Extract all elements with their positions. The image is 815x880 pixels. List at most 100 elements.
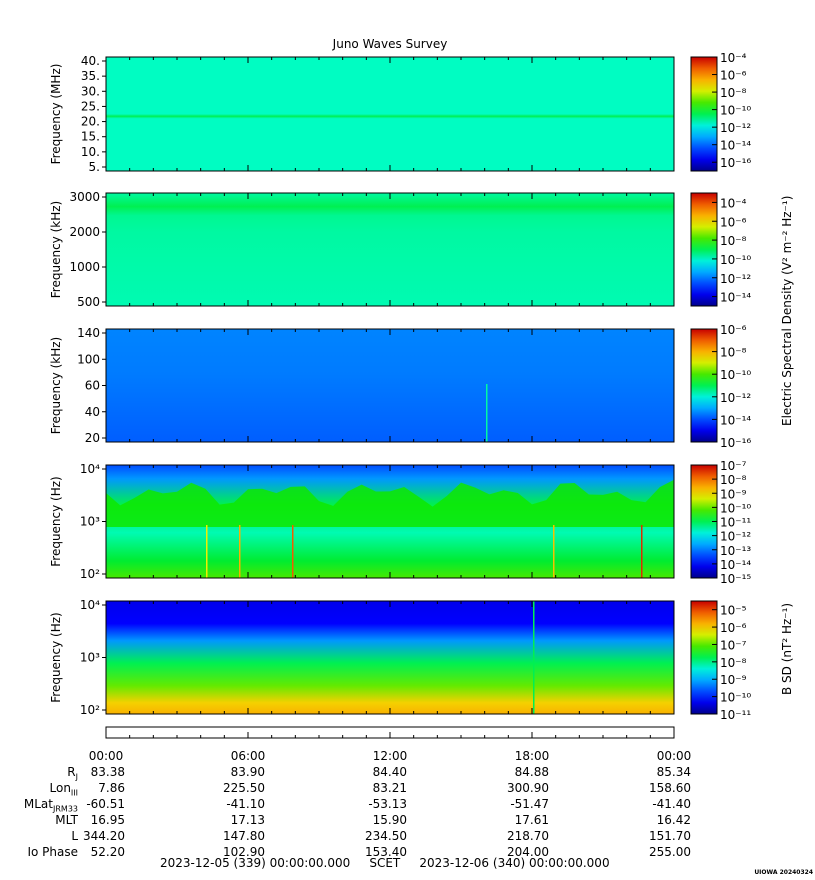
ephemeris-value: -53.13 bbox=[368, 797, 407, 811]
ephemeris-label: MLatJRM33 bbox=[23, 797, 78, 814]
ephemeris-value: 52.20 bbox=[90, 845, 125, 859]
ephemeris-label: LonIII bbox=[49, 781, 79, 798]
y-tick-label: 100 bbox=[77, 352, 100, 366]
y-tick-label: 25. bbox=[81, 99, 100, 113]
ephemeris-value: 151.70 bbox=[649, 829, 691, 843]
spectrogram-panel-5: 10⁴ 10³ 10² Frequency (Hz) bbox=[49, 598, 675, 717]
footer-end: 2023-12-06 (340) 00:00:00.000 bbox=[419, 856, 610, 870]
colorbar-tick-label: 10⁻¹⁵ bbox=[720, 572, 751, 586]
spectrogram-image bbox=[106, 329, 674, 442]
ephemeris-value: 102.90 bbox=[223, 845, 265, 859]
ephemeris-value: 7.86 bbox=[98, 781, 125, 795]
ephemeris-label: Io Phase bbox=[27, 845, 78, 859]
colorbar-tick-label: 10⁻¹² bbox=[720, 272, 751, 286]
y-axis-label: Frequency (kHz) bbox=[49, 337, 63, 434]
burst-line bbox=[292, 525, 294, 578]
colorbar-5: 10⁻⁵ 10⁻⁶ 10⁻⁷ 10⁻⁸ 10⁻⁹ 10⁻¹⁰ 10⁻¹¹ bbox=[690, 600, 751, 722]
colorbar-tick-label: 10⁻⁹ bbox=[720, 487, 747, 501]
colorbar-gradient bbox=[690, 328, 718, 443]
colorbar-tick-label: 10⁻⁸ bbox=[720, 656, 747, 670]
footer-start: 2023-12-05 (339) 00:00:00.000 bbox=[160, 856, 351, 870]
colorbar-tick-label: 10⁻¹² bbox=[720, 121, 751, 135]
colorbar-tick-label: 10⁻⁸ bbox=[720, 234, 747, 248]
ephemeris-value: 16.42 bbox=[656, 813, 691, 827]
burst-line bbox=[239, 525, 241, 578]
colorbar-tick-label: 10⁻⁵ bbox=[720, 604, 747, 618]
ephemeris-value: 83.38 bbox=[90, 765, 125, 779]
y-tick-label: 2000 bbox=[69, 225, 100, 239]
y-tick-label: 10² bbox=[80, 703, 100, 717]
y-tick-label: 10³ bbox=[80, 651, 100, 665]
colorbar-tick-label: 10⁻⁶ bbox=[720, 323, 747, 337]
colorbar-tick-label: 10⁻¹² bbox=[720, 530, 751, 544]
y-tick-label: 500 bbox=[77, 295, 100, 309]
y-tick-label: 10⁴ bbox=[80, 462, 100, 476]
spectrogram-image bbox=[106, 193, 674, 306]
time-tick-label: 12:00 bbox=[373, 749, 408, 763]
ephemeris-label: RJ bbox=[67, 765, 78, 782]
y-axis-label: Frequency (Hz) bbox=[49, 612, 63, 703]
ephemeris-value: 83.90 bbox=[230, 765, 265, 779]
colorbar-tick-label: 10⁻¹⁴ bbox=[720, 413, 751, 427]
colorbar-tick-label: 10⁻¹⁴ bbox=[720, 558, 751, 572]
colorbar-tick-label: 10⁻⁶ bbox=[720, 69, 747, 83]
colorbar-gradient bbox=[690, 192, 718, 307]
colorbar-tick-label: 10⁻¹⁰ bbox=[720, 253, 751, 267]
y-tick-label: 20 bbox=[85, 431, 100, 445]
ephemeris-label: L bbox=[71, 829, 78, 843]
y-axis-label: Frequency (MHz) bbox=[49, 64, 63, 165]
magnetic-colorbar-title: B SD (nT² Hz⁻¹) bbox=[780, 602, 794, 695]
y-tick-label: 10² bbox=[80, 567, 100, 581]
ephemeris-value: 344.20 bbox=[83, 829, 125, 843]
ephemeris-value: 153.40 bbox=[365, 845, 407, 859]
y-tick-label: 35. bbox=[81, 69, 100, 83]
ephemeris-value: -41.40 bbox=[652, 797, 691, 811]
colorbar-tick-label: 10⁻⁷ bbox=[720, 459, 747, 473]
time-tick-label: 00:00 bbox=[89, 749, 124, 763]
y-tick-label: 1000 bbox=[69, 260, 100, 274]
colorbar-tick-label: 10⁻¹⁰ bbox=[720, 368, 751, 382]
colorbar-tick-label: 10⁻⁸ bbox=[720, 346, 747, 360]
colorbar-tick-label: 10⁻⁷ bbox=[720, 638, 747, 652]
ephemeris-value: 85.34 bbox=[656, 765, 691, 779]
colorbar-4: 10⁻⁷10⁻⁸10⁻⁹10⁻¹⁰10⁻¹¹10⁻¹²10⁻¹³10⁻¹⁴10⁻… bbox=[690, 459, 751, 586]
colorbar-tick-label: 10⁻¹³ bbox=[720, 544, 751, 558]
colorbar-1: 10⁻⁴ 10⁻⁶ 10⁻⁸ 10⁻¹⁰ 10⁻¹² 10⁻¹⁴ 10⁻¹⁶ bbox=[690, 51, 751, 172]
ephemeris-value: -60.51 bbox=[86, 797, 125, 811]
spectrogram-image bbox=[106, 601, 674, 714]
y-tick-label: 10³ bbox=[80, 515, 100, 529]
ephemeris-value: 300.90 bbox=[507, 781, 549, 795]
colorbar-tick-label: 10⁻¹⁶ bbox=[720, 436, 751, 450]
figure-title: Juno Waves Survey bbox=[332, 37, 448, 51]
ephemeris-value: 84.40 bbox=[372, 765, 407, 779]
ephemeris-value: 17.13 bbox=[230, 813, 265, 827]
y-tick-label: 5. bbox=[89, 160, 100, 174]
ephemeris-value: 158.60 bbox=[649, 781, 691, 795]
ephemeris-value: 234.50 bbox=[365, 829, 407, 843]
colorbar-tick-label: 10⁻¹¹ bbox=[720, 516, 751, 530]
colorbar-tick-label: 10⁻⁴ bbox=[720, 51, 747, 65]
y-axis-label: Frequency (Hz) bbox=[49, 476, 63, 567]
colorbar-tick-label: 10⁻⁴ bbox=[720, 196, 747, 210]
ephemeris-value: -51.47 bbox=[510, 797, 549, 811]
emission-band bbox=[106, 479, 674, 527]
y-tick-label: 30. bbox=[81, 84, 100, 98]
y-tick-label: 60 bbox=[85, 379, 100, 393]
ephemeris-value: -41.10 bbox=[226, 797, 265, 811]
ephemeris-value: 147.80 bbox=[223, 829, 265, 843]
colorbar-tick-label: 10⁻⁹ bbox=[720, 673, 747, 687]
spectrogram-panel-3: 140 100 60 40 20 Frequency (kHz) bbox=[49, 326, 675, 445]
ephemeris-value: 84.88 bbox=[514, 765, 549, 779]
y-tick-label: 40. bbox=[81, 54, 100, 68]
time-tick-label: 06:00 bbox=[231, 749, 266, 763]
y-axis-label: Frequency (kHz) bbox=[49, 201, 63, 298]
colorbar-tick-label: 10⁻¹⁰ bbox=[720, 691, 751, 705]
time-tick-label: 00:00 bbox=[657, 749, 692, 763]
time-footer: 2023-12-05 (339) 00:00:00.000 SCET 2023-… bbox=[160, 856, 610, 870]
colorbar-tick-label: 10⁻¹⁰ bbox=[720, 104, 751, 118]
ephemeris-value: 204.00 bbox=[507, 845, 549, 859]
colorbar-tick-label: 10⁻¹⁴ bbox=[720, 139, 751, 153]
colorbar-tick-label: 10⁻⁸ bbox=[720, 86, 747, 100]
burst-line bbox=[553, 525, 555, 578]
colorbar-3: 10⁻⁶ 10⁻⁸ 10⁻¹⁰ 10⁻¹² 10⁻¹⁴ 10⁻¹⁶ bbox=[690, 323, 751, 450]
